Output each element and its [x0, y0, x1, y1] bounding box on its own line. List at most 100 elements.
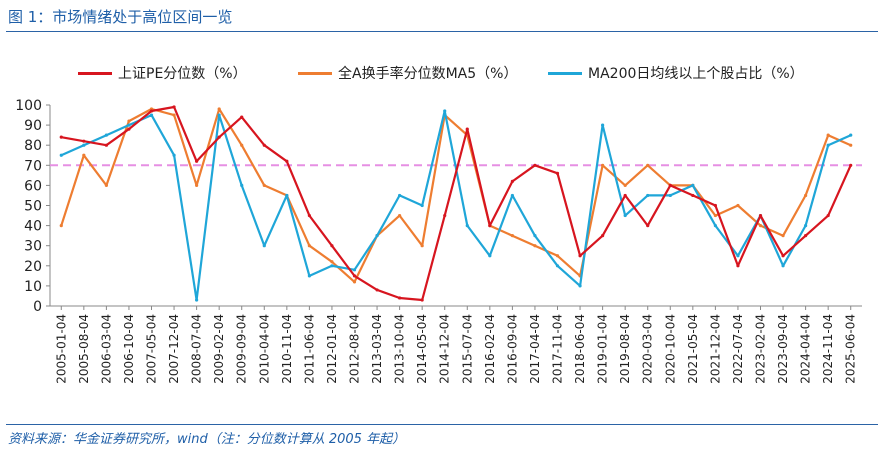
legend-label-pe: 上证PE分位数（%） [118, 66, 247, 82]
legend: 上证PE分位数（%） 全A换手率分位数MA5（%） MA200日均线以上个股占比… [0, 63, 884, 83]
series-point-pe [172, 105, 176, 109]
legend-swatch-pe [78, 71, 112, 75]
series-point-pe [781, 254, 785, 258]
series-point-pe [758, 213, 763, 218]
series-point-pe [713, 203, 717, 208]
legend-item-ma200: MA200日均线以上个股占比（%） [548, 63, 804, 83]
series-point-ma200 [195, 298, 199, 302]
x-tick-label: 2013-03-04 [370, 314, 384, 384]
x-tick-label: 2006-10-04 [122, 314, 136, 384]
series-point-ma200 [533, 234, 537, 238]
x-tick-label: 2012-01-04 [325, 314, 339, 384]
legend-swatch-ma200 [548, 71, 582, 75]
x-tick-label: 2012-08-04 [348, 314, 362, 384]
x-tick-label: 2023-02-04 [754, 314, 768, 384]
y-tick-label: 100 [15, 98, 42, 114]
series-point-ma200 [488, 254, 492, 258]
series-point-turnover [623, 183, 627, 187]
y-tick-label: 90 [24, 118, 42, 134]
series-point-ma200 [172, 153, 176, 157]
series-point-turnover [398, 213, 402, 218]
series-point-pe [307, 213, 311, 218]
series-point-ma200 [443, 109, 447, 113]
series-point-ma200 [555, 264, 560, 268]
x-tick-label: 2008-07-04 [190, 314, 204, 384]
y-tick-label: 30 [24, 239, 42, 255]
series-line-ma200 [60, 109, 852, 302]
x-tick-label: 2006-03-04 [99, 314, 113, 384]
series-point-ma200 [307, 274, 311, 278]
series-point-ma200 [646, 193, 650, 198]
series-point-pe [217, 135, 221, 139]
series-point-turnover [127, 119, 131, 123]
series-point-pe [510, 179, 514, 183]
x-tick-label: 2022-07-04 [731, 314, 745, 384]
series-point-turnover [104, 183, 108, 187]
series-point-pe [691, 193, 695, 198]
series-point-ma200 [375, 234, 379, 238]
x-tick-label: 2016-02-04 [483, 314, 497, 384]
y-tick-label: 0 [33, 299, 42, 315]
series-point-pe [623, 193, 627, 198]
x-tick-label: 2023-09-04 [776, 314, 790, 384]
series-point-turnover [510, 234, 514, 238]
x-tick-label: 2013-10-04 [393, 314, 407, 384]
series-point-ma200 [601, 123, 605, 127]
chart-title: 图 1：市场情绪处于高位区间一览 [8, 8, 233, 26]
series-point-ma200 [82, 143, 86, 147]
x-tick-label: 2016-09-04 [505, 314, 519, 384]
series-point-pe [420, 298, 424, 302]
legend-swatch-turnover [298, 71, 332, 75]
x-tick-label: 2009-02-04 [212, 314, 226, 384]
series-point-pe [127, 127, 131, 131]
series-line-pe [61, 105, 852, 302]
x-tick-label: 2011-06-04 [302, 314, 316, 384]
series-point-turnover [555, 254, 560, 258]
x-tick-label: 2014-12-04 [438, 314, 452, 384]
x-tick-label: 2010-11-04 [280, 314, 294, 384]
series-point-turnover [59, 224, 63, 228]
series-point-pe [826, 213, 830, 218]
series-point-turnover [781, 234, 785, 238]
series-point-ma200 [691, 183, 695, 187]
y-tick-label: 40 [24, 219, 42, 235]
series-point-pe [82, 139, 86, 143]
x-tick-label: 2005-08-04 [77, 314, 91, 384]
series-point-pe [398, 296, 402, 300]
series-point-pe [736, 264, 740, 268]
x-tick-label: 2019-01-04 [596, 314, 610, 384]
legend-label-ma200: MA200日均线以上个股占比（%） [588, 66, 804, 82]
series-point-turnover [533, 244, 537, 248]
series-point-ma200 [804, 224, 808, 228]
series-point-pe [149, 109, 154, 113]
series-point-pe [646, 224, 650, 228]
series-point-turnover [240, 143, 244, 147]
series-point-ma200 [736, 254, 740, 258]
series-point-pe [533, 163, 537, 167]
x-tick-label: 2020-10-04 [663, 314, 677, 384]
series-point-pe [849, 163, 853, 167]
x-tick-label: 2021-05-04 [686, 314, 700, 384]
x-tick-label: 2017-04-04 [528, 314, 542, 384]
series-point-ma200 [217, 113, 221, 117]
series-point-turnover [758, 224, 763, 228]
legend-item-pe: 上证PE分位数（%） [78, 63, 247, 83]
series-point-pe [59, 135, 63, 139]
series-point-pe [465, 127, 469, 131]
series-point-ma200 [352, 268, 357, 272]
source-divider [6, 424, 878, 425]
series-point-turnover [172, 113, 176, 117]
series-point-ma200 [713, 224, 717, 228]
y-tick-label: 50 [24, 199, 42, 215]
series-point-turnover [736, 203, 740, 208]
series-point-turnover [420, 244, 424, 248]
series-point-pe [443, 213, 447, 218]
series-point-ma200 [104, 133, 108, 137]
series-point-pe [601, 234, 605, 238]
series-point-turnover [849, 143, 853, 147]
series-point-ma200 [668, 193, 672, 198]
x-tick-label: 2024-11-04 [821, 314, 835, 384]
series-point-pe [668, 183, 672, 187]
series-point-turnover [713, 213, 717, 218]
